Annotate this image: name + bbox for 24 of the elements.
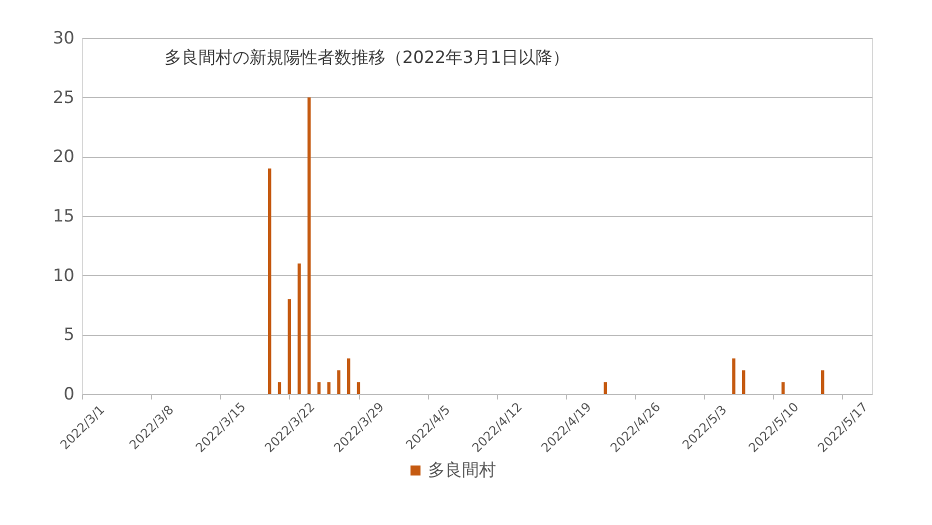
y-tick-label: 25: [52, 88, 74, 108]
y-tick-label: 15: [52, 206, 74, 226]
bar: [278, 382, 282, 394]
y-tick-label: 5: [64, 325, 74, 346]
y-tick-label: 20: [52, 147, 74, 168]
bar: [356, 382, 360, 394]
bar: [782, 382, 785, 394]
y-tick-label: 10: [52, 266, 74, 286]
y-tick-label: 0: [64, 384, 74, 404]
bar: [732, 358, 736, 394]
bar: [308, 97, 311, 394]
text: 多良間村の新規陽性者数推移（2022年3月1日以降）: [164, 48, 570, 68]
bar: [327, 382, 330, 394]
bar: [317, 382, 321, 394]
bar: [337, 370, 340, 394]
bar: [298, 263, 301, 394]
bar: [604, 382, 607, 394]
y-tick-label: 30: [52, 28, 74, 48]
bar: [742, 370, 746, 394]
bar: [268, 168, 272, 394]
bar: [288, 299, 291, 394]
bar: [821, 370, 824, 394]
bar: [347, 358, 350, 394]
legend-label: 多良間村: [428, 460, 496, 480]
